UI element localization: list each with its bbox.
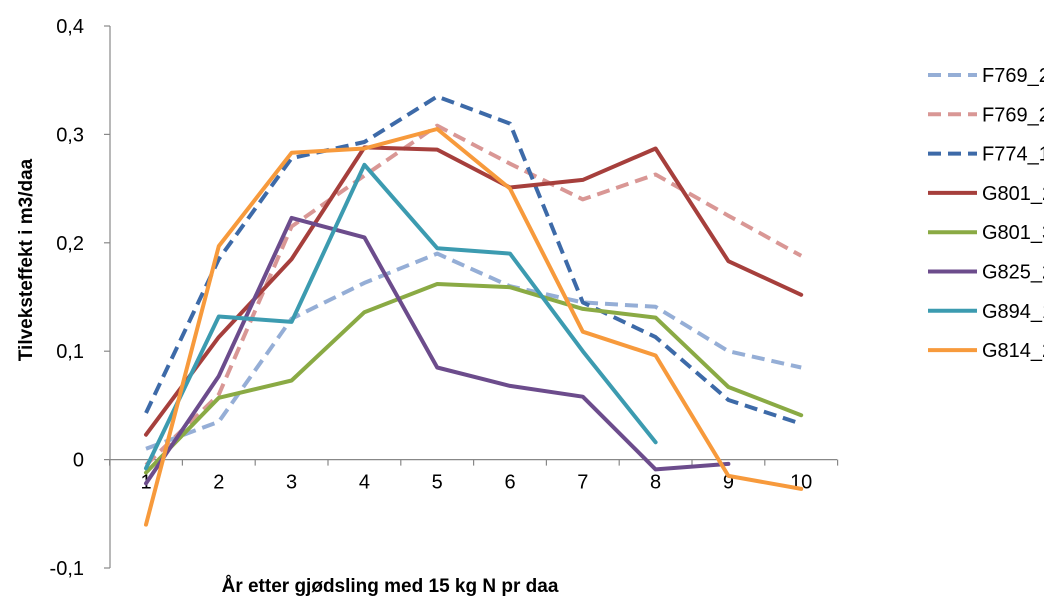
plot-area: -0,100,10,20,30,4 1 2 3 4 5 6 7 8 9 10 [50,16,839,580]
x-tick-label: 8 [650,472,661,494]
y-tick-label: -0,1 [50,558,84,580]
legend: F769_21 F769_22 F774_15 G801_29 G801_30 G825_… [928,65,1044,362]
legend-label: G801_29 [982,183,1044,205]
x-tick-label: 4 [359,472,370,494]
series-line-g825-23 [144,215,731,486]
series-lines [144,94,804,527]
legend-label: G894_10 [982,301,1044,323]
legend-label: F769_21 [982,65,1044,87]
x-axis-title: År etter gjødsling med 15 kg N pr daa [222,576,559,597]
legend-label: F774_15 [982,144,1044,166]
y-tick-label: 0,3 [56,124,84,146]
x-tick-label: 2 [213,472,224,494]
series-line-f769-22 [144,123,803,467]
series-line-g801-30 [144,282,804,475]
y-tick-label: 0,2 [56,233,84,255]
y-tick-label: 0 [73,450,84,472]
y-tick-label: 0,1 [56,341,84,363]
legend-label: F769_22 [982,104,1044,126]
x-tick-label: 5 [432,472,443,494]
series-line-g814-28 [144,127,804,527]
legend-label: G801_30 [982,222,1044,244]
y-axis-title: Tilveksteffekt i m3/daa [16,158,37,361]
y-tick-label: 0,4 [56,16,84,38]
series-line-f769-21 [145,251,802,451]
y-axis-ticks: -0,1 0 0,1 0,2 0,3 0,4 [50,16,110,580]
x-tick-label: 9 [723,472,734,494]
x-tick-label: 3 [286,472,297,494]
x-tick-label: 6 [504,472,515,494]
x-tick-label: 7 [577,472,588,494]
legend-label: G814_28 [982,340,1044,362]
series-line-f774-15 [144,94,802,426]
legend-label: G825_23 [982,262,1044,284]
series-line-g894-10 [144,162,658,471]
